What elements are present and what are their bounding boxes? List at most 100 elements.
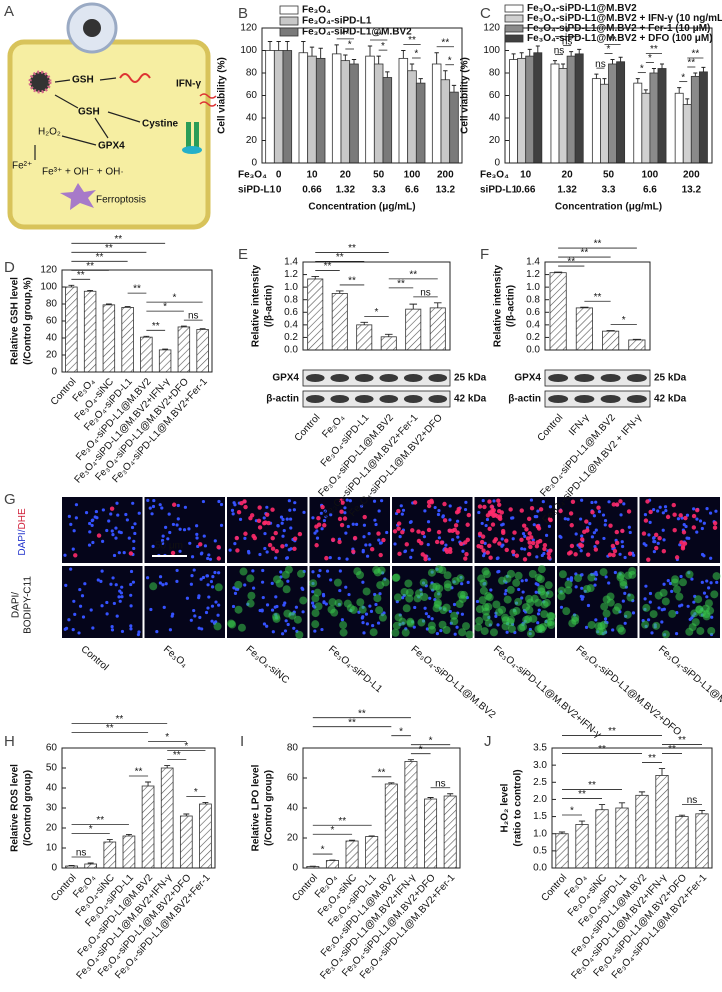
- bar: [356, 324, 373, 351]
- inhibit: [61, 135, 97, 146]
- bodipy-signal: [427, 621, 436, 630]
- error-bar: [443, 70, 448, 80]
- dhe-signal: [73, 553, 78, 558]
- y-tick-label: 0.8: [526, 294, 540, 305]
- nucleus: [377, 509, 381, 513]
- nucleus: [288, 508, 292, 512]
- nucleus: [262, 622, 267, 626]
- error-bar: [180, 325, 187, 327]
- bodipy-signal: [283, 609, 292, 618]
- nucleus: [78, 604, 83, 608]
- bodipy-signal: [480, 627, 489, 636]
- nucleus: [105, 528, 109, 533]
- bodipy-signal: [707, 626, 716, 635]
- nucleus: [118, 599, 122, 603]
- significance-label: **: [594, 292, 602, 303]
- bodipy-signal: [405, 588, 414, 597]
- dhe-signal: [681, 530, 687, 535]
- dhe-signal: [584, 519, 589, 524]
- nucleus: [364, 612, 369, 616]
- bodipy-signal: [427, 568, 436, 577]
- x-tick-label: 20: [562, 170, 574, 181]
- bar: [674, 92, 684, 164]
- dhe-signal: [568, 511, 574, 516]
- bar: [657, 68, 667, 164]
- bodipy-signal: [691, 618, 700, 627]
- nucleus: [161, 583, 165, 587]
- y-axis-label: Relative GSH level: [10, 277, 21, 365]
- error-bar: [561, 63, 566, 69]
- nucleus: [69, 522, 73, 527]
- dhe-signal: [614, 502, 620, 507]
- nucleus: [203, 544, 208, 548]
- dhe-signal: [519, 508, 524, 513]
- bar: [398, 57, 409, 164]
- error-bar: [360, 321, 369, 325]
- y-tick-label: 20: [489, 135, 501, 146]
- micrograph-image: [639, 497, 720, 563]
- nucleus: [385, 530, 389, 535]
- nucleus: [69, 567, 73, 571]
- nucleus: [129, 624, 133, 628]
- diagram-label: GSH: [72, 75, 94, 86]
- error-bar: [643, 89, 648, 94]
- nucleus: [232, 586, 236, 590]
- nucleus: [524, 578, 528, 582]
- nucleus: [328, 556, 332, 560]
- blot-band: [574, 374, 595, 382]
- bodipy-signal: [297, 569, 306, 578]
- nucleus: [662, 538, 666, 542]
- dhe-signal: [412, 500, 418, 505]
- bodipy-signal: [519, 622, 528, 631]
- bodipy-signal: [282, 585, 291, 594]
- y-tick-label: 20: [246, 135, 258, 146]
- nucleus: [178, 549, 182, 553]
- bodipy-signal: [564, 580, 573, 589]
- nucleus: [228, 548, 232, 552]
- nucleus: [208, 557, 213, 561]
- bodipy-signal: [435, 584, 444, 593]
- nucleus: [377, 538, 381, 542]
- nucleus: [114, 526, 118, 530]
- bar: [690, 75, 700, 164]
- bar: [103, 841, 117, 869]
- nucleus: [270, 608, 275, 612]
- dhe-signal: [570, 499, 576, 504]
- y-tick-label: 80: [489, 68, 501, 79]
- nucleus: [281, 517, 285, 522]
- nucleus: [329, 513, 333, 517]
- nucleus: [247, 551, 251, 555]
- nucleus: [674, 632, 679, 636]
- nucleus: [238, 517, 243, 521]
- dhe-signal: [695, 508, 700, 513]
- dhe-signal: [324, 555, 329, 561]
- nucleus: [284, 543, 288, 547]
- dhe-signal: [243, 531, 248, 536]
- nucleus: [360, 504, 364, 508]
- nucleus: [89, 608, 93, 612]
- y-axis-label: Relative ROS level: [10, 764, 21, 852]
- nucleus: [574, 532, 578, 536]
- legend-swatch: [504, 34, 524, 43]
- nucleus: [403, 549, 408, 553]
- nucleus: [452, 602, 457, 607]
- y-tick-label: 120: [483, 23, 500, 34]
- bodipy-signal: [537, 565, 546, 574]
- bodipy-signal: [373, 594, 382, 603]
- nucleus: [657, 606, 661, 610]
- error-bar: [68, 864, 75, 866]
- dhe-signal: [491, 513, 496, 519]
- nucleus: [202, 534, 206, 538]
- nucleus: [666, 579, 670, 583]
- dhe-signal: [273, 530, 278, 536]
- bodipy-signal: [406, 617, 415, 626]
- bodipy-signal: [293, 615, 302, 624]
- nucleus: [531, 538, 535, 542]
- nucleus: [119, 591, 124, 595]
- dhe-signal: [496, 508, 502, 514]
- nucleus: [146, 498, 150, 502]
- nucleus: [448, 518, 452, 522]
- dhe-signal: [542, 546, 547, 552]
- significance-label: **: [608, 726, 616, 737]
- bodipy-signal: [434, 565, 443, 574]
